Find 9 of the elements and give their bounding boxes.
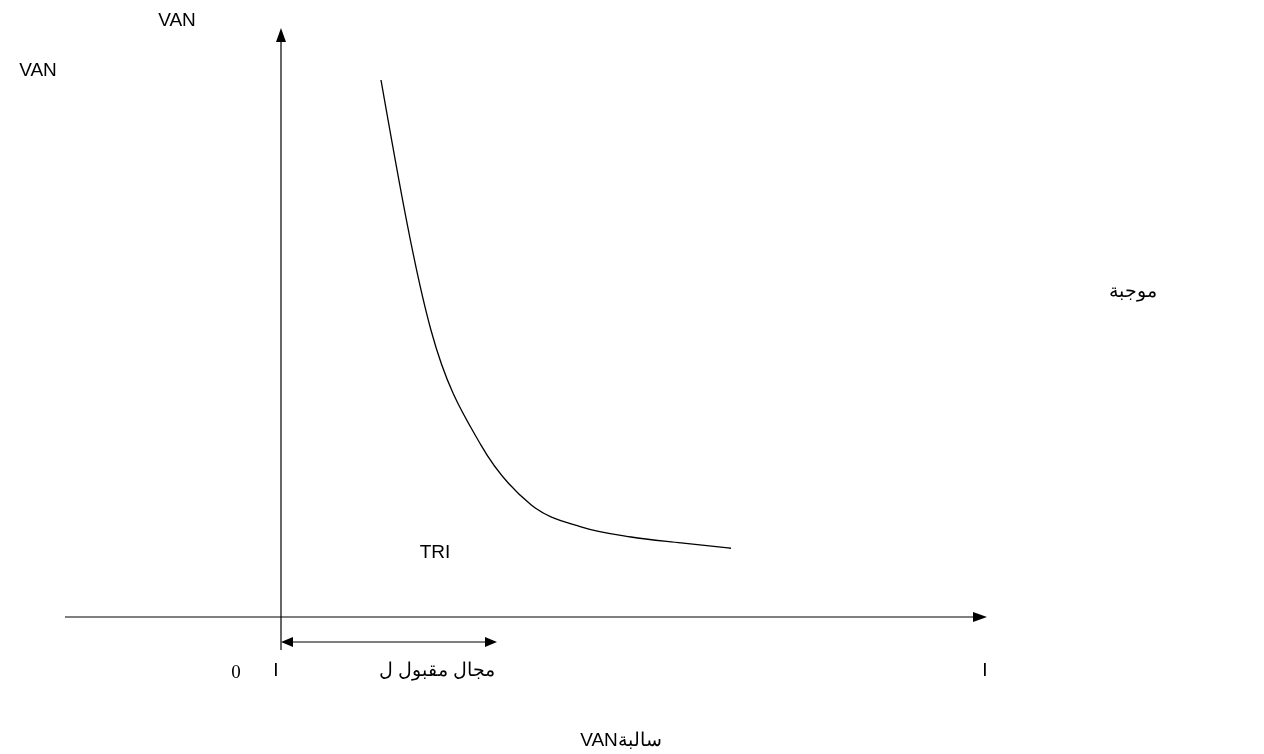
text: I	[273, 659, 279, 680]
annotation: TRI	[419, 541, 451, 562]
text: موجبة	[1109, 280, 1157, 302]
text: VAN	[19, 59, 57, 80]
x-axis-title: I	[982, 659, 988, 680]
y-axis-title: VAN	[158, 9, 196, 30]
text: VANسالبة	[580, 729, 662, 750]
text: مجال مقبول ل	[378, 659, 496, 681]
text: 0	[231, 661, 241, 682]
